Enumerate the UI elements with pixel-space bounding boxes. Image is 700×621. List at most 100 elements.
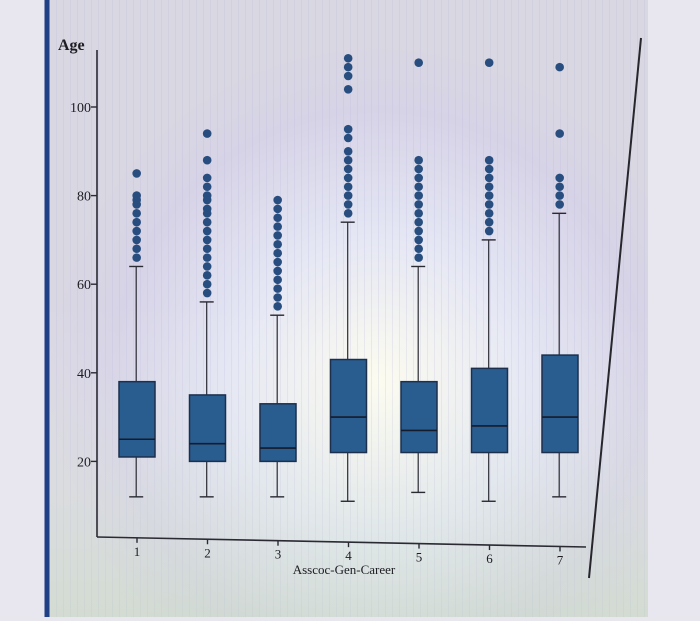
box-iqr bbox=[188, 394, 227, 463]
y-axis-label: Age bbox=[58, 37, 85, 54]
outlier-point bbox=[555, 129, 564, 138]
outlier-point bbox=[343, 173, 353, 183]
outlier-point bbox=[343, 53, 353, 63]
outlier-point bbox=[132, 226, 141, 236]
outlier-point bbox=[484, 173, 494, 183]
outlier-point bbox=[273, 204, 282, 214]
outlier-point bbox=[202, 204, 212, 214]
outlier-point bbox=[555, 191, 564, 200]
outlier-point bbox=[273, 240, 282, 249]
outlier-point bbox=[343, 209, 353, 218]
outlier-point bbox=[132, 253, 141, 262]
outlier-point bbox=[414, 191, 423, 200]
outlier-point bbox=[273, 195, 282, 205]
outlier-point bbox=[273, 257, 282, 267]
outlier-point bbox=[273, 222, 282, 231]
outlier-point bbox=[484, 182, 494, 192]
outlier-point bbox=[202, 182, 212, 192]
x-axis-label: Asscoc-Gen-Career bbox=[293, 562, 396, 577]
y-tick-label: 100 bbox=[70, 101, 91, 116]
x-tick-label: 7 bbox=[557, 552, 564, 567]
outlier-point bbox=[132, 235, 141, 245]
outlier-point bbox=[132, 244, 141, 254]
outlier-point bbox=[132, 217, 141, 227]
box-iqr bbox=[118, 380, 156, 458]
x-tick-label: 5 bbox=[416, 550, 423, 565]
outlier-point bbox=[484, 191, 494, 200]
box-iqr bbox=[470, 367, 509, 454]
outlier-point bbox=[414, 235, 423, 245]
outlier-point bbox=[414, 244, 423, 254]
outlier-point bbox=[414, 217, 423, 227]
outlier-point bbox=[414, 155, 423, 165]
outlier-point bbox=[273, 284, 282, 293]
outlier-point bbox=[484, 155, 494, 165]
outlier-point bbox=[343, 200, 353, 209]
outlier-point bbox=[555, 173, 564, 183]
outlier-point bbox=[202, 244, 212, 254]
outlier-point bbox=[273, 302, 282, 311]
outlier-point bbox=[273, 248, 282, 258]
outlier-point bbox=[414, 209, 423, 218]
y-tick-label: 20 bbox=[77, 455, 91, 470]
outlier-point bbox=[414, 200, 423, 209]
outlier-point bbox=[202, 155, 212, 165]
outlier-point bbox=[202, 288, 212, 298]
outlier-point bbox=[202, 217, 212, 227]
outlier-point bbox=[343, 124, 353, 134]
outlier-point bbox=[484, 58, 494, 67]
right-frame-line bbox=[588, 37, 642, 579]
outlier-point bbox=[132, 209, 141, 218]
box-iqr bbox=[259, 403, 297, 463]
outlier-point bbox=[414, 164, 423, 174]
outlier-point bbox=[202, 271, 212, 280]
outlier-point bbox=[414, 182, 423, 192]
box-iqr bbox=[400, 380, 438, 454]
outlier-point bbox=[202, 191, 212, 200]
outlier-point bbox=[343, 191, 353, 200]
outlier-point bbox=[202, 253, 212, 262]
outlier-point bbox=[273, 213, 282, 223]
outlier-point bbox=[484, 226, 494, 236]
outlier-point bbox=[343, 147, 353, 156]
x-tick-label: 2 bbox=[204, 545, 211, 560]
outlier-point bbox=[484, 164, 494, 174]
outlier-point bbox=[555, 200, 564, 209]
outlier-point bbox=[202, 173, 212, 183]
outlier-point bbox=[414, 253, 423, 262]
outlier-point bbox=[202, 226, 212, 236]
outlier-point bbox=[343, 182, 353, 192]
outlier-point bbox=[343, 62, 353, 72]
x-tick-label: 3 bbox=[275, 547, 282, 562]
outlier-point bbox=[555, 182, 564, 192]
x-tick-label: 1 bbox=[134, 544, 141, 559]
outlier-point bbox=[343, 71, 353, 81]
outlier-point bbox=[414, 173, 423, 183]
outlier-point bbox=[484, 200, 494, 209]
outlier-point bbox=[202, 262, 212, 271]
x-tick-label: 6 bbox=[486, 551, 493, 566]
outlier-point bbox=[273, 231, 282, 240]
outlier-point bbox=[202, 235, 212, 245]
outlier-point bbox=[414, 58, 423, 67]
outlier-point bbox=[484, 217, 494, 227]
x-tick-label: 4 bbox=[345, 548, 352, 563]
outlier-point bbox=[132, 191, 141, 200]
outlier-point bbox=[414, 226, 423, 236]
outlier-point bbox=[273, 293, 282, 302]
box-iqr bbox=[541, 354, 579, 454]
y-tick-label: 40 bbox=[77, 367, 91, 382]
y-tick-label: 60 bbox=[77, 278, 91, 293]
outlier-point bbox=[202, 279, 212, 289]
outlier-point bbox=[273, 266, 282, 276]
outlier-point bbox=[555, 62, 564, 72]
x-axis bbox=[96, 536, 587, 548]
outlier-point bbox=[202, 129, 212, 138]
outlier-point bbox=[132, 169, 141, 178]
outlier-point bbox=[343, 84, 353, 94]
outlier-point bbox=[343, 133, 353, 143]
y-tick-label: 80 bbox=[77, 190, 91, 205]
outlier-point bbox=[343, 164, 353, 174]
